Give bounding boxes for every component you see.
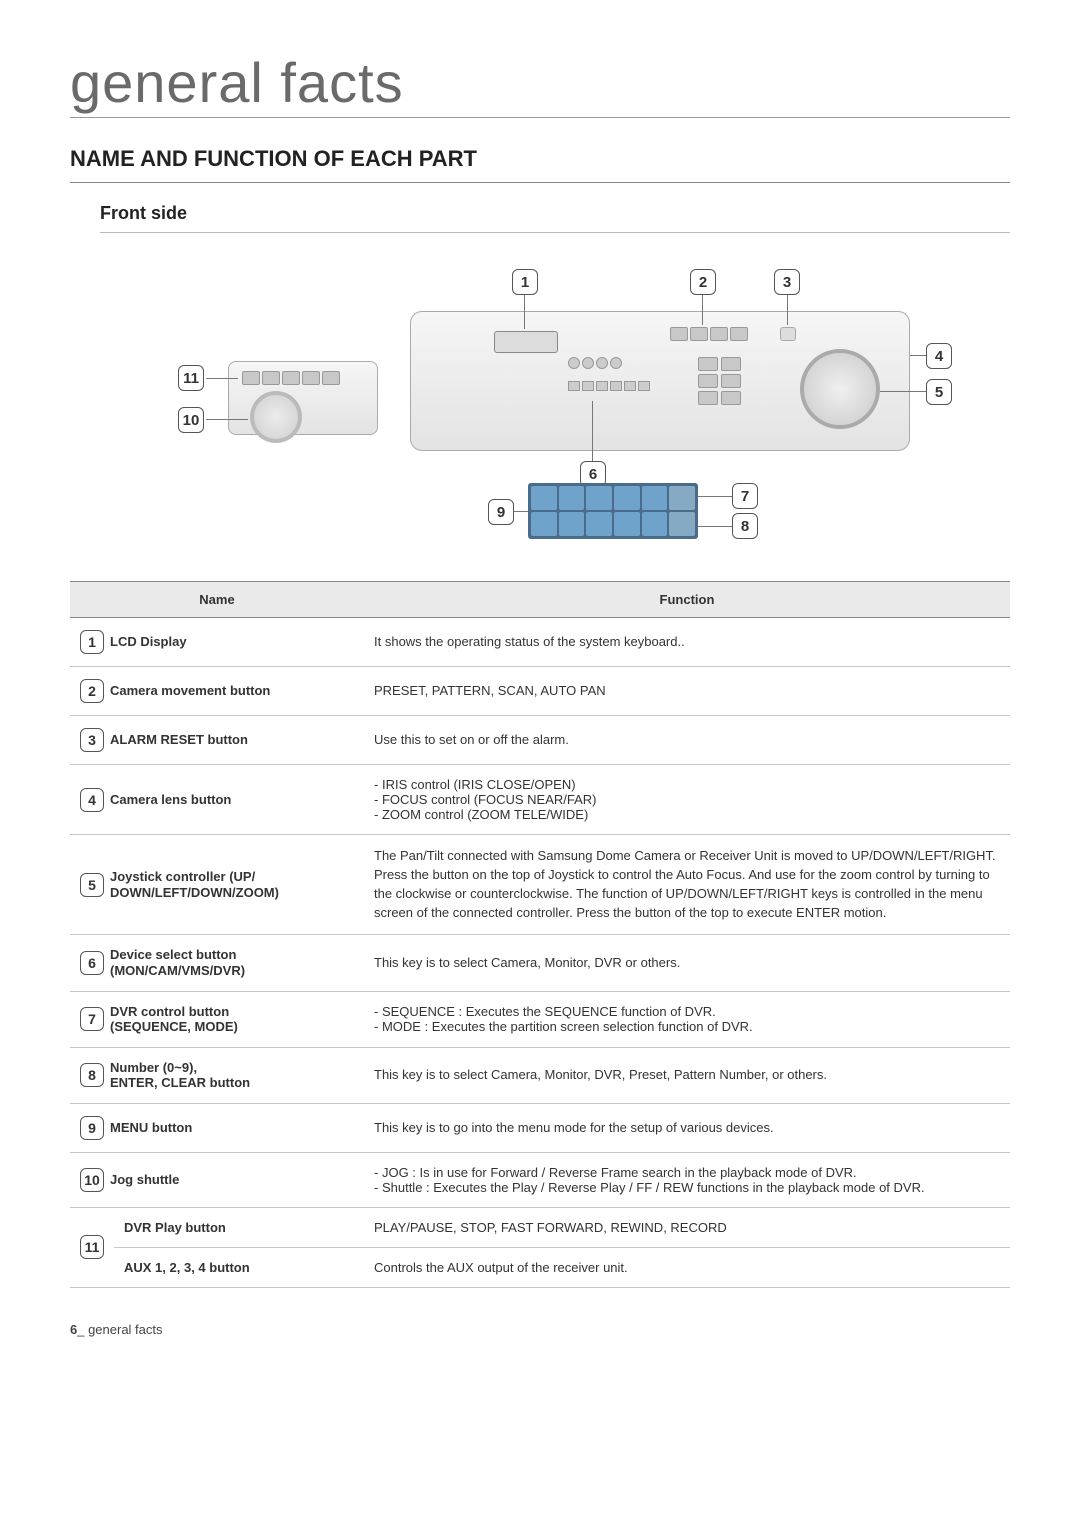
num-badge: 8 [80, 1063, 104, 1087]
num-badge: 10 [80, 1168, 104, 1192]
dvr-play-row [242, 371, 340, 385]
num-badge: 4 [80, 788, 104, 812]
diagram-container: 1 2 3 4 5 [70, 251, 1010, 551]
jog-dial [250, 391, 302, 443]
row-function: Use this to set on or off the alarm. [364, 716, 1010, 765]
callout-10: 10 [178, 407, 204, 433]
subsection-title: Front side [100, 203, 1010, 233]
row-name: 4Camera lens button [70, 765, 364, 835]
leader-8 [698, 526, 732, 527]
device-select [568, 357, 622, 369]
func-list-item: Shuttle : Executes the Play / Reverse Pl… [374, 1180, 1000, 1195]
callout-1: 1 [512, 269, 538, 295]
callout-7: 7 [732, 483, 758, 509]
parts-table: Name Function 1LCD DisplayIt shows the o… [70, 581, 1010, 1288]
page-footer: 6_ general facts [70, 1322, 1010, 1337]
row-function: JOG : Is in use for Forward / Reverse Fr… [364, 1152, 1010, 1207]
movement-buttons [670, 327, 748, 341]
lens-buttons [698, 357, 741, 405]
leader-2 [702, 295, 703, 325]
row-name: 1LCD Display [70, 618, 364, 667]
row-function: IRIS control (IRIS CLOSE/OPEN)FOCUS cont… [364, 765, 1010, 835]
num-badge: 9 [80, 1116, 104, 1140]
leader-4 [910, 355, 926, 356]
callout-9: 9 [488, 499, 514, 525]
num-badge: 3 [80, 728, 104, 752]
th-name: Name [70, 582, 364, 618]
leader-1 [524, 295, 525, 329]
callout-8: 8 [732, 513, 758, 539]
lcd-screen [494, 331, 558, 353]
row-name: 7DVR control button(SEQUENCE, MODE) [70, 991, 364, 1047]
leader-9 [514, 511, 528, 512]
leader-3 [787, 295, 788, 325]
device-diagram: 1 2 3 4 5 [150, 251, 930, 551]
num-badge: 2 [80, 679, 104, 703]
misc-btns [568, 381, 650, 391]
row-function: It shows the operating status of the sys… [364, 618, 1010, 667]
row-badge: 11 [70, 1207, 114, 1287]
callout-2: 2 [690, 269, 716, 295]
func-list-item: ZOOM control (ZOOM TELE/WIDE) [374, 807, 1000, 822]
row-name: DVR Play button [114, 1207, 364, 1247]
page-title: general facts [70, 50, 1010, 118]
number-pad [528, 483, 698, 539]
callout-3: 3 [774, 269, 800, 295]
func-list-item: SEQUENCE : Executes the SEQUENCE functio… [374, 1004, 1000, 1019]
section-title: NAME AND FUNCTION OF EACH PART [70, 146, 1010, 183]
row-name: 9MENU button [70, 1103, 364, 1152]
row-name: 10Jog shuttle [70, 1152, 364, 1207]
row-function: PLAY/PAUSE, STOP, FAST FORWARD, REWIND, … [364, 1207, 1010, 1247]
footer-text: general facts [84, 1322, 162, 1337]
row-name: 3ALARM RESET button [70, 716, 364, 765]
row-function: The Pan/Tilt connected with Samsung Dome… [364, 835, 1010, 935]
func-list-item: IRIS control (IRIS CLOSE/OPEN) [374, 777, 1000, 792]
num-badge: 1 [80, 630, 104, 654]
row-function: SEQUENCE : Executes the SEQUENCE functio… [364, 991, 1010, 1047]
row-name: AUX 1, 2, 3, 4 button [114, 1247, 364, 1287]
leader-5 [880, 391, 926, 392]
func-list-item: FOCUS control (FOCUS NEAR/FAR) [374, 792, 1000, 807]
th-function: Function [364, 582, 1010, 618]
row-name: 6Device select button(MON/CAM/VMS/DVR) [70, 935, 364, 991]
callout-11: 11 [178, 365, 204, 391]
num-badge: 6 [80, 951, 104, 975]
row-function: This key is to select Camera, Monitor, D… [364, 935, 1010, 991]
alarm-reset-btn [780, 327, 796, 341]
num-badge: 7 [80, 1007, 104, 1031]
callout-4: 4 [926, 343, 952, 369]
func-list-item: MODE : Executes the partition screen sel… [374, 1019, 1000, 1034]
leader-6 [592, 401, 593, 461]
leader-11 [206, 378, 238, 379]
row-function: PRESET, PATTERN, SCAN, AUTO PAN [364, 667, 1010, 716]
row-name: 5Joystick controller (UP/DOWN/LEFT/DOWN/… [70, 835, 364, 935]
num-badge: 11 [80, 1235, 104, 1259]
num-badge: 5 [80, 873, 104, 897]
row-name: 2Camera movement button [70, 667, 364, 716]
row-function: Controls the AUX output of the receiver … [364, 1247, 1010, 1287]
row-function: This key is to select Camera, Monitor, D… [364, 1047, 1010, 1103]
leader-7 [698, 496, 732, 497]
row-name: 8Number (0~9),ENTER, CLEAR button [70, 1047, 364, 1103]
func-list-item: JOG : Is in use for Forward / Reverse Fr… [374, 1165, 1000, 1180]
leader-10 [206, 419, 248, 420]
joystick [800, 349, 880, 429]
callout-5: 5 [926, 379, 952, 405]
row-function: This key is to go into the menu mode for… [364, 1103, 1010, 1152]
